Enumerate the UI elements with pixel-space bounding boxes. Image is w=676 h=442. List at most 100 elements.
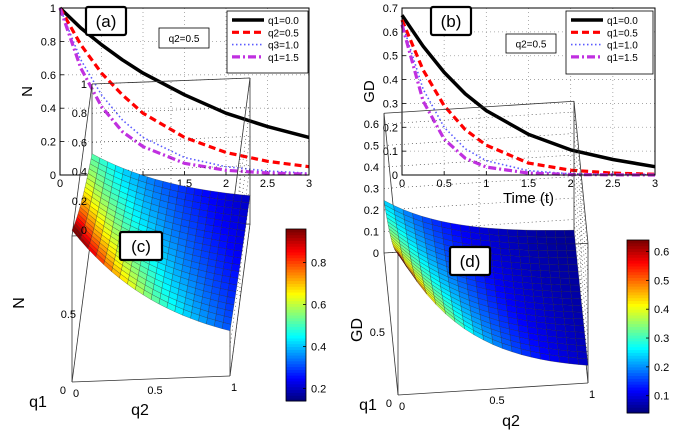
colorbar-swatch [627,369,649,374]
z-tick-label: 0.2 [72,196,87,208]
surface-cell [216,198,226,207]
surface-cell [531,276,542,285]
surface-cell [232,200,242,209]
z-tick-label: 0.2 [364,205,379,217]
x-tick-label: 3 [652,178,658,190]
colorbar-swatch [286,263,306,267]
surface-cell [556,243,567,252]
colorbar-swatch [286,274,306,279]
surface-cell [552,297,563,305]
surface-cell [233,193,243,203]
colorbar-swatch [286,300,306,305]
colorbar-tick-label: 0.3 [654,333,669,345]
surface-cell [237,215,248,224]
panel-label: (a) [96,12,117,31]
colorbar-swatch [627,268,649,273]
surface-cell [512,274,523,283]
z-tick-label: 0.6 [72,137,87,149]
colorbar-swatch [627,358,649,362]
colorbar-swatch [286,231,306,236]
surface-cell [568,357,579,365]
surface-cell [542,296,554,305]
x-tick-label: 0 [399,178,405,190]
surface-cell [567,350,578,359]
surface-cell [555,323,566,332]
colorbar-swatch [627,303,649,307]
surface-cell [215,205,225,214]
colorbar-swatch [627,381,649,385]
colorbar-swatch [627,404,649,408]
surface-cell [522,282,533,291]
colorbar-swatch [286,326,306,330]
colorbar-swatch [627,340,649,345]
box-edge [71,375,231,383]
surface-cell [231,256,242,266]
colorbar-swatch [627,248,649,253]
colorbar-swatch [286,294,306,299]
colorbar-swatch [627,378,649,382]
colorbar-swatch [627,361,649,365]
y-tick-label: 0.7 [383,3,398,15]
colorbar-swatch [286,380,306,385]
surface-cell [540,270,551,278]
surface-cell [217,191,227,201]
surface-cell [566,344,578,352]
y-tick-label: 0.4 [41,103,56,115]
surface-cell [557,343,568,351]
surface-cell [559,277,571,286]
surface-cell [521,275,533,284]
colorbar-swatch [286,383,306,388]
x-tick-label: 1 [231,382,237,394]
colorbar-swatch [286,335,306,339]
box-edge [71,83,93,237]
surface-cell [531,283,543,291]
y-tick-label: 1 [50,3,56,15]
surface-cell [500,254,512,263]
panel-label: (b) [441,12,462,31]
z-tick-label: 0.4 [72,167,87,179]
colorbar-tick-label: 0.4 [654,304,669,316]
surface-cell [548,257,559,265]
surface-cell [239,201,250,210]
surface-cell [551,290,563,299]
colorbar-swatch [286,269,306,273]
surface-cell [567,264,579,272]
y-tick-label: 0.5 [383,51,398,63]
panel-label-box [429,5,473,37]
surface-cell [563,317,575,326]
x-tick-label: 2 [223,178,229,190]
surface-cell [545,230,556,238]
z-tick-label: 0.8 [72,108,87,120]
colorbar-swatch [627,274,649,278]
annotation-text: q2=0.5 [169,34,200,45]
surface-cell [574,331,586,340]
series-line-1 [400,14,656,169]
colorbar-swatch [286,358,306,362]
surface-cell [542,290,553,298]
colorbar-swatch [286,349,306,353]
surface-cell [553,310,565,319]
colorbar-swatch [286,355,306,359]
surface-cell [230,214,240,223]
y-tick-label: 0 [50,170,56,182]
surface-cell [518,242,529,251]
colorbar-swatch [627,398,649,402]
colorbar-swatch [627,410,649,414]
surface-cell [537,243,548,251]
x-tick-label: 1.5 [521,178,536,190]
colorbar-swatch [627,392,649,397]
surface-cell [577,357,589,366]
legend-entry-1: q1=0.0 [607,16,638,27]
surface-cell [561,297,573,306]
surface-cell [223,206,233,215]
x-axis-label: Time (t) [503,190,554,207]
colorbar-swatch [286,272,306,276]
y-tick-label: 0.6 [383,27,398,39]
surface-cell [536,236,548,245]
colorbar-swatch [286,234,306,239]
surface-cell [568,271,580,279]
surface-cell [565,331,576,339]
colorbar-swatch [627,332,649,336]
legend-entry-4: q1=1.5 [607,53,638,64]
